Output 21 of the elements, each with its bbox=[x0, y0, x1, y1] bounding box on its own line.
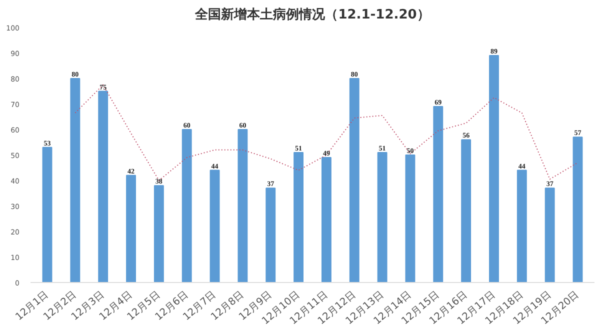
bar bbox=[377, 152, 388, 282]
bar bbox=[572, 136, 583, 282]
bar bbox=[349, 78, 360, 282]
bar bbox=[154, 185, 164, 282]
bar bbox=[544, 188, 555, 282]
bar bbox=[433, 106, 444, 282]
bar bbox=[321, 157, 332, 282]
chart-title: 全国新增本土病例情况（12.1-12.20） bbox=[194, 6, 430, 22]
bar bbox=[516, 170, 527, 282]
bar bbox=[98, 90, 108, 282]
bar bbox=[405, 154, 416, 282]
bar bbox=[126, 174, 136, 282]
bar bbox=[294, 152, 304, 282]
bar bbox=[42, 146, 52, 282]
bar bbox=[182, 129, 192, 282]
bar bbox=[266, 188, 276, 282]
bar bbox=[238, 129, 248, 282]
bar bbox=[70, 78, 80, 282]
bar bbox=[461, 139, 472, 282]
bar bbox=[489, 55, 499, 282]
bar bbox=[210, 170, 220, 282]
